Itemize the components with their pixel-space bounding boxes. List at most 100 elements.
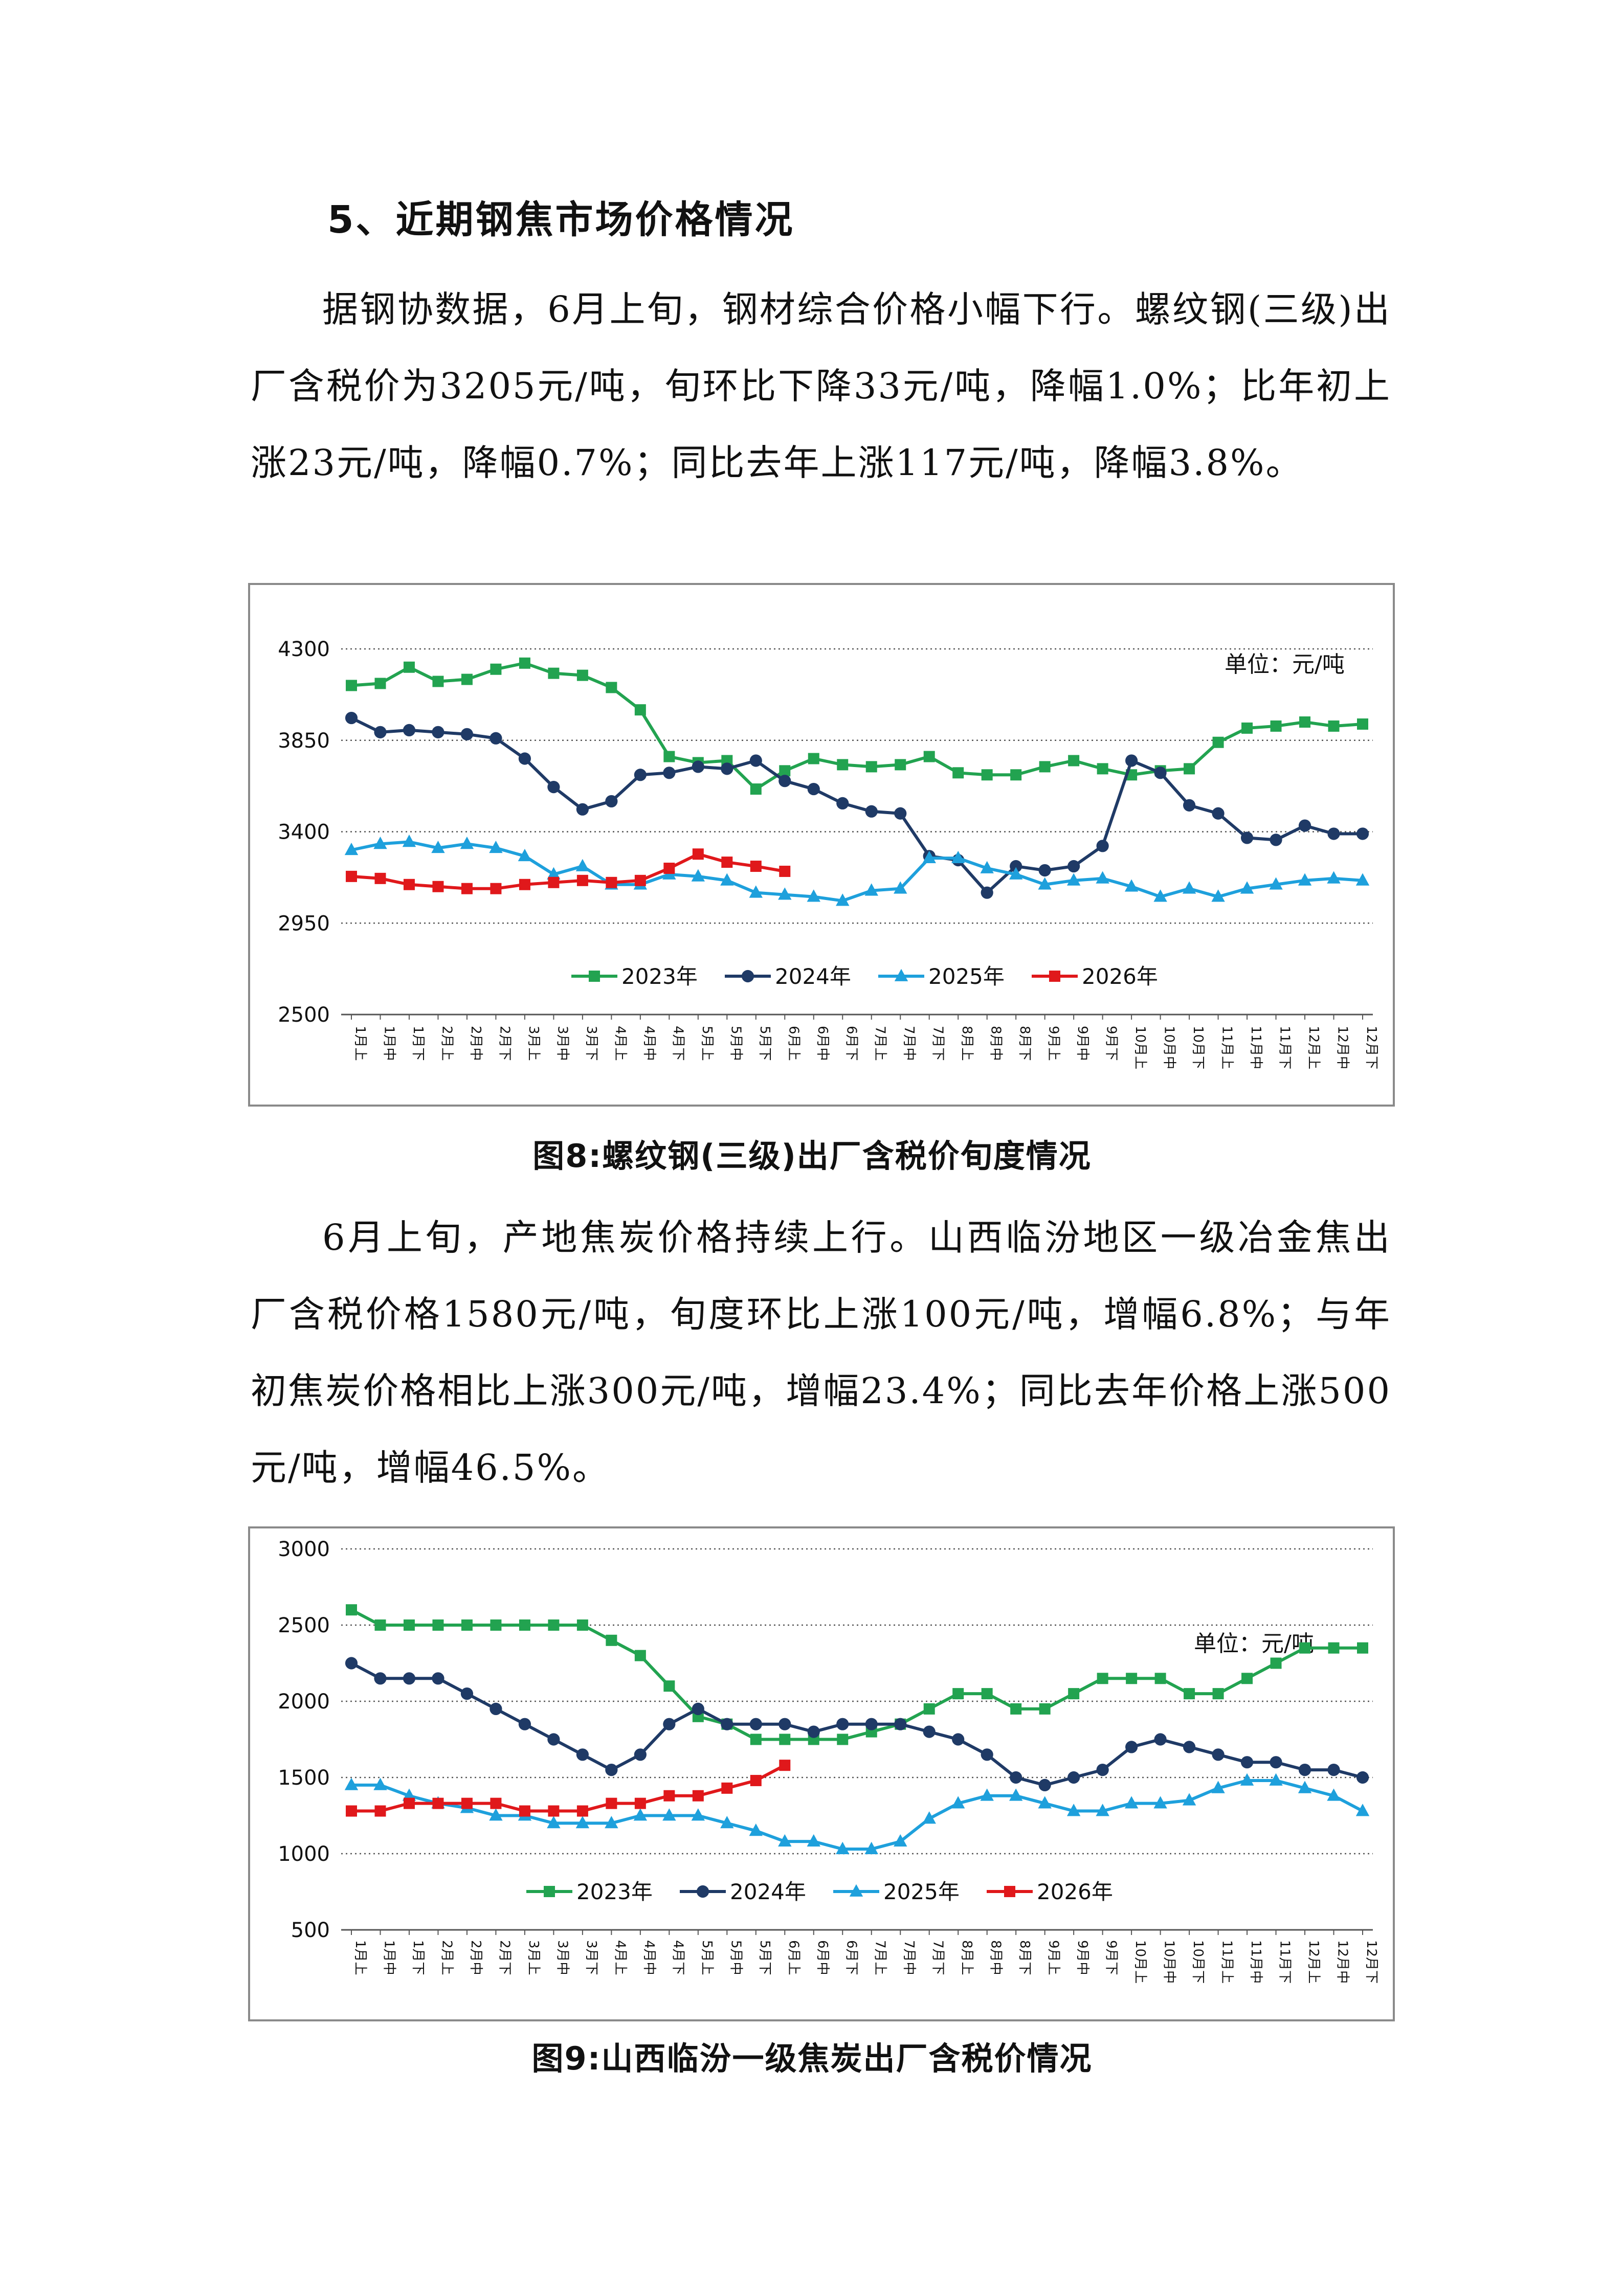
data-point [461,883,473,894]
data-point [1124,879,1139,892]
data-point [1066,873,1081,886]
data-point [374,1619,386,1631]
y-tick-label: 3850 [278,729,330,753]
rebar-price-chart-svg: 2500 2950 3400 3850 4300 1月上 1月中 1月下 2月上 2月中 2月下 3月… [278,638,1379,1069]
data-point [634,1650,646,1661]
data-point [402,1788,416,1801]
data-point [1010,1771,1022,1784]
data-point [1154,1673,1166,1684]
x-tick-label: 11月下 [1277,1940,1293,1984]
data-point [894,1834,907,1847]
x-tick-label: 6月下 [843,1940,859,1975]
data-point [1299,716,1311,728]
rebar-price-paragraph: 据钢协数据，6月上旬，钢材综合价格小幅下行。螺纹钢(三级)出厂含税价为3205元… [251,288,1391,484]
x-tick-label: 6月中 [815,1026,830,1061]
data-point [403,724,416,736]
data-point [547,1733,560,1746]
x-tick-label: 2月下 [497,1940,512,1975]
data-point [1212,807,1225,820]
x-tick-label: 10月上 [1132,1940,1148,1984]
data-point [1299,1642,1311,1654]
y-tick-label: 2500 [278,1003,330,1027]
data-point [1184,763,1195,775]
figure-8-caption: 图8:螺纹钢(三级)出厂含税价旬度情况 [532,1137,1092,1175]
series-2026年 [346,848,791,894]
x-tick-label: 11月中 [1248,1026,1263,1069]
data-point [951,1796,965,1809]
data-point [865,1718,878,1730]
x-tick-label: 9月下 [1104,1026,1119,1061]
data-point [344,1777,359,1790]
x-tick-label: 8月下 [1017,1940,1032,1975]
x-tick-label: 3月中 [554,1026,570,1061]
data-point [1066,1804,1081,1816]
series-line [351,852,785,890]
x-tick-label: 8月下 [1017,1026,1032,1061]
data-point [923,751,935,762]
legend-label: 2024年 [730,1879,806,1904]
data-point [374,1805,386,1817]
data-point [1009,1788,1023,1801]
coke-price-chart: 500 1000 1500 2000 2500 3000 1月上 1月中 1月下 2月上 2月中 2月… [248,1526,1395,2021]
data-point [895,759,906,771]
data-point [1269,877,1283,890]
data-point [1154,767,1167,779]
data-point [1298,1781,1312,1793]
data-point [548,876,560,888]
data-point [952,1733,965,1746]
data-point [749,1718,762,1730]
x-tick-label: 5月上 [699,1940,715,1975]
legend-marker [1004,1886,1015,1897]
x-tick-label: 8月上 [959,1940,974,1975]
legend-marker [696,1885,709,1898]
x-tick-label: 10月中 [1162,1026,1177,1069]
data-point [662,1808,676,1821]
legend: 2023年 2024年 2025年 2026年 [571,964,1158,989]
data-point [374,678,386,689]
data-point [1212,1688,1224,1700]
x-tick-label: 6月中 [815,1940,830,1975]
data-point [1269,1773,1283,1786]
data-point [779,765,791,777]
x-tick-label: 12月上 [1306,1940,1321,1984]
legend-label: 2023年 [576,1879,653,1904]
data-point [1212,1748,1225,1761]
series-2025年 [344,835,1370,906]
data-point [374,872,386,884]
data-point [606,682,617,693]
data-point [1240,831,1254,844]
data-point [634,769,647,781]
x-tick-label: 5月中 [728,1026,743,1061]
data-point [432,1619,444,1631]
legend-label: 2025年 [883,1879,960,1904]
data-point [548,1619,560,1631]
x-tick-label: 2月下 [497,1026,512,1061]
coke-price-paragraph: 6月上旬，产地焦炭价格持续上行。山西临汾地区一级冶金焦出厂含税价格1580元/吨… [251,1217,1391,1489]
legend-label: 2025年 [928,964,1005,989]
legend-marker [741,970,754,983]
data-point [721,762,733,775]
data-point [519,879,530,890]
x-tick-label: 1月中 [381,1940,396,1975]
y-tick-label: 1500 [278,1766,330,1790]
data-point [547,781,560,794]
data-point [403,1619,415,1631]
data-point [1182,1793,1196,1806]
data-point [576,669,588,681]
data-point [1096,1764,1109,1776]
data-point [1154,1733,1167,1746]
data-point [489,840,503,853]
legend-marker [1049,971,1060,982]
data-point [490,1702,502,1715]
y-tick-label: 500 [291,1919,330,1942]
data-point [1038,877,1052,890]
data-point [518,848,532,862]
x-tick-label: 1月下 [410,1940,426,1975]
data-point [519,1619,530,1631]
data-point [576,1805,588,1817]
data-point [460,1687,474,1700]
data-point [865,805,878,818]
data-point [663,767,676,779]
data-point [981,1748,993,1761]
data-point [1212,736,1224,748]
